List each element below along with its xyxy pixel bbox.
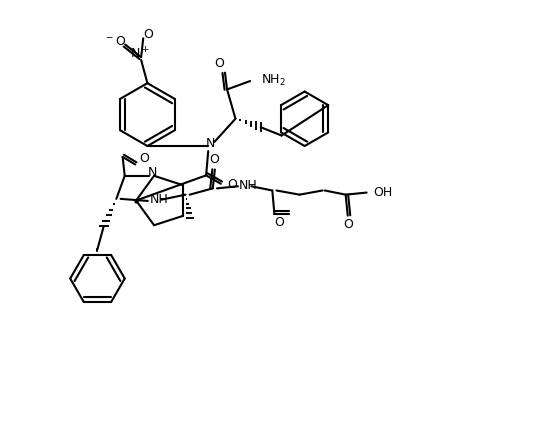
Text: O: O [209,153,219,166]
Text: N$^+$: N$^+$ [130,46,149,62]
Text: NH: NH [150,193,168,206]
Text: N: N [147,166,157,179]
Text: O: O [214,57,224,70]
Text: OH: OH [373,186,392,199]
Text: NH$_2$: NH$_2$ [260,73,286,88]
Text: O: O [274,216,285,229]
Text: O: O [139,151,149,165]
Text: O: O [144,27,154,41]
Text: O: O [343,218,353,231]
Text: $^-$O: $^-$O [104,35,126,48]
Text: N: N [206,138,215,150]
Text: O: O [227,178,237,191]
Text: NH: NH [239,179,258,192]
